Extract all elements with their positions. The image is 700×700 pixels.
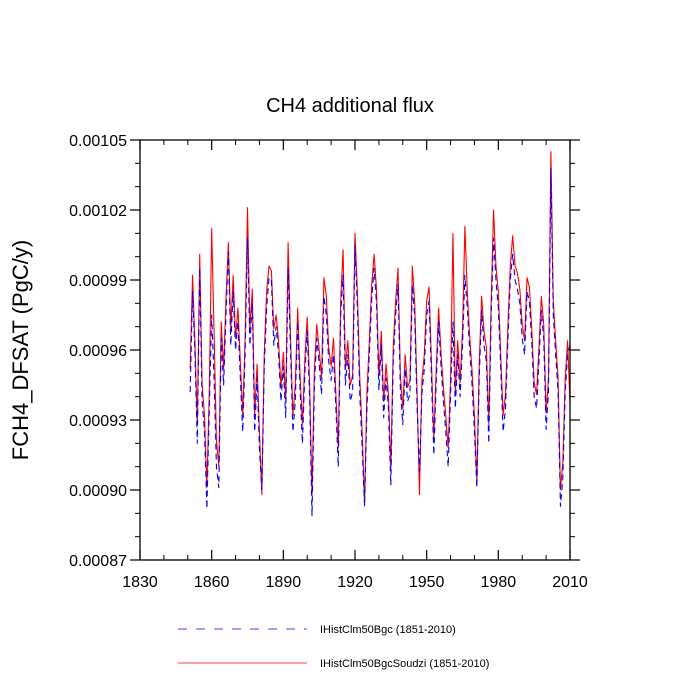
y-tick-label-0: 0.00087 xyxy=(69,553,127,570)
x-tick-label-5: 1980 xyxy=(481,574,517,591)
ticks-layer: 1830 1860 1890 1920 1950 1980 2010 0.00087 0.000… xyxy=(69,133,588,591)
y-tick-label-6: 0.00105 xyxy=(69,133,127,150)
y-tick-label-1: 0.00090 xyxy=(69,483,127,500)
y-axis-label: FCH4_DFSAT (PgC/y) xyxy=(8,240,33,460)
y-tick-label-4: 0.00099 xyxy=(69,273,127,290)
series-line-1 xyxy=(189,151,571,505)
x-tick-label-0: 1830 xyxy=(122,574,158,591)
x-tick-label-4: 1950 xyxy=(409,574,445,591)
series-line-0 xyxy=(189,167,571,517)
y-tick-label-5: 0.00102 xyxy=(69,203,127,220)
legend-label-1: IHistClm50BgcSoudzi (1851-2010) xyxy=(320,658,489,670)
y-tick-label-2: 0.00093 xyxy=(69,413,127,430)
series-layer xyxy=(189,151,571,517)
x-tick-label-1: 1860 xyxy=(194,574,230,591)
legend: IHistClm50Bgc (1851-2010) IHistClm50BgcS… xyxy=(178,624,489,670)
legend-label-0: IHistClm50Bgc (1851-2010) xyxy=(320,624,456,636)
chart-title: CH4 additional flux xyxy=(266,95,434,117)
x-tick-label-3: 1920 xyxy=(337,574,373,591)
x-tick-label-2: 1890 xyxy=(266,574,302,591)
x-tick-label-6: 2010 xyxy=(552,574,588,591)
y-tick-label-3: 0.00096 xyxy=(69,343,127,360)
plot-frame xyxy=(139,139,571,561)
